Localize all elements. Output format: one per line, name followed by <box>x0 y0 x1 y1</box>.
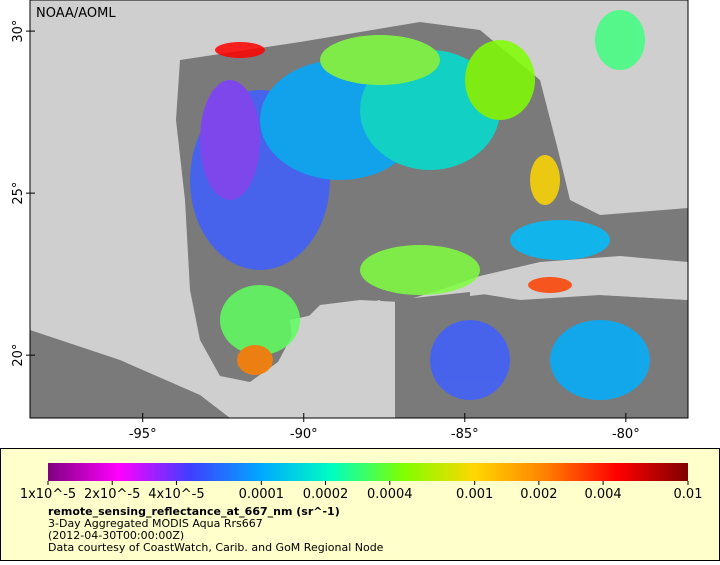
reflectance-patch <box>200 80 260 200</box>
x-tick-label: -90° <box>290 427 318 442</box>
colorbar-tick-label: 2x10^-5 <box>84 487 140 502</box>
reflectance-patch <box>430 320 510 400</box>
reflectance-patch <box>220 285 300 355</box>
x-tick-label: -85° <box>451 427 479 442</box>
reflectance-patch <box>550 320 650 400</box>
y-tick-label: 20° <box>11 344 26 367</box>
colorbar-tick-label: 0.0004 <box>367 487 413 502</box>
reflectance-patch <box>510 220 610 260</box>
reflectance-patch <box>530 155 560 205</box>
cuba <box>470 268 688 300</box>
reflectance-patch <box>215 42 265 58</box>
reflectance-overlay <box>190 10 650 400</box>
colorbar-tick-label: 0.002 <box>520 487 557 502</box>
colorbar-tick-label: 0.001 <box>456 487 493 502</box>
caption-credit: Data courtesy of CoastWatch, Carib. and … <box>48 541 384 554</box>
colorbar-tick-label: 0.004 <box>584 487 621 502</box>
reflectance-patch <box>528 277 572 293</box>
yucatan <box>290 300 395 418</box>
x-tick-label: -80° <box>612 427 640 442</box>
colorbar-tick-label: 0.0002 <box>303 487 349 502</box>
y-tick-label: 25° <box>11 182 26 205</box>
caption-variable: remote_sensing_reflectance_at_667_nm (sr… <box>48 505 340 518</box>
map-frame <box>29 0 689 419</box>
colorbar <box>48 463 688 481</box>
reflectance-patch <box>595 10 645 70</box>
reflectance-patch <box>237 345 273 375</box>
pacific-water <box>30 330 230 418</box>
x-tick-label: -95° <box>129 427 157 442</box>
attribution: NOAA/AOML <box>36 6 116 21</box>
florida <box>575 20 688 200</box>
colorbar-tick-label: 4x10^-5 <box>148 487 204 502</box>
colorbar-tick-label: 1x10^-5 <box>20 487 76 502</box>
reflectance-patch <box>320 35 440 85</box>
reflectance-patch <box>360 245 480 295</box>
colorbar-tick-label: 0.01 <box>674 487 703 502</box>
colorbar-tick-label: 0.0001 <box>239 487 285 502</box>
reflectance-patch <box>465 40 535 120</box>
caption-dataset: 3-Day Aggregated MODIS Aqua Rrs667 <box>48 517 263 530</box>
caption-time: (2012-04-30T00:00:00Z) <box>48 529 184 542</box>
y-tick-label: 30° <box>11 20 26 43</box>
